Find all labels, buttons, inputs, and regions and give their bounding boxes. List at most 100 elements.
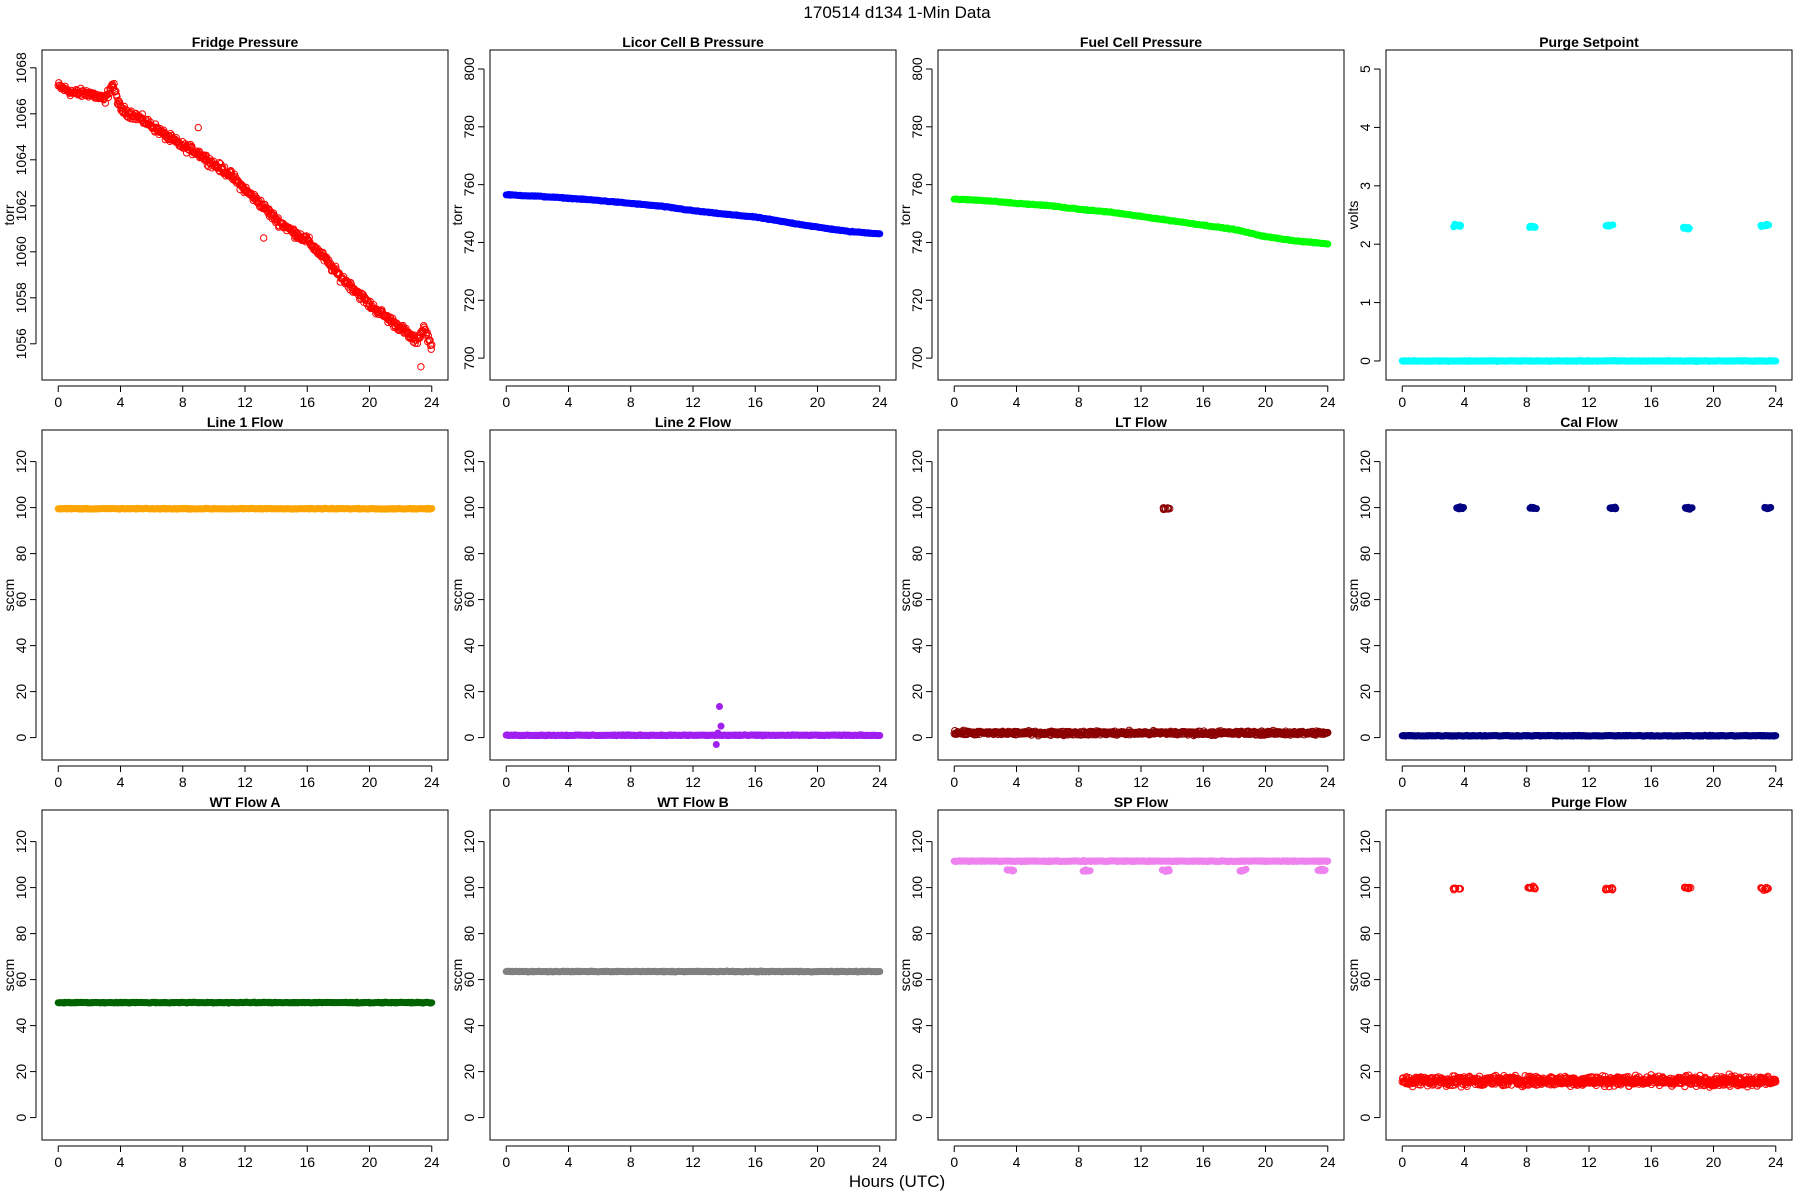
x-tick-label: 0 — [502, 1154, 510, 1170]
y-tick-label: 120 — [13, 450, 29, 474]
y-tick-label: 20 — [13, 1064, 29, 1080]
data-point — [1606, 222, 1614, 230]
x-tick-label: 8 — [179, 774, 187, 790]
data-points — [54, 504, 436, 513]
y-tick-label: 80 — [909, 926, 925, 942]
y-tick-label: 100 — [1357, 496, 1373, 520]
x-tick-label: 8 — [1075, 774, 1083, 790]
data-points — [54, 79, 436, 371]
data-point — [428, 999, 436, 1007]
y-tick-label: 80 — [13, 926, 29, 942]
figure-xlabel: Hours (UTC) — [849, 1172, 945, 1191]
data-point — [104, 93, 113, 102]
data-point — [715, 702, 723, 710]
x-tick-label: 4 — [1013, 1154, 1021, 1170]
data-point — [194, 123, 203, 132]
x-tick-label: 24 — [1320, 1154, 1336, 1170]
x-tick-label: 0 — [1398, 774, 1406, 790]
panel-title: SP Flow — [1114, 794, 1168, 810]
data-points — [1398, 220, 1780, 365]
y-tick-label: 20 — [909, 1064, 925, 1080]
y-tick-label: 80 — [13, 546, 29, 562]
y-tick-label: 780 — [461, 115, 477, 139]
y-tick-label: 40 — [461, 1018, 477, 1034]
x-tick-label: 0 — [950, 1154, 958, 1170]
x-tick-label: 24 — [424, 1154, 440, 1170]
x-tick-label: 0 — [54, 394, 62, 410]
y-tick-label: 40 — [13, 1018, 29, 1034]
data-point — [426, 336, 434, 344]
y-axis-label: sccm — [897, 579, 913, 612]
data-point — [1761, 503, 1769, 511]
x-tick-label: 8 — [1075, 394, 1083, 410]
x-tick-label: 24 — [1768, 394, 1784, 410]
data-point — [712, 740, 720, 748]
y-tick-label: 1058 — [13, 282, 29, 313]
x-tick-label: 24 — [424, 774, 440, 790]
x-tick-label: 20 — [362, 394, 378, 410]
x-tick-label: 4 — [1461, 394, 1469, 410]
x-tick-label: 8 — [627, 774, 635, 790]
y-axis-label: sccm — [449, 959, 465, 992]
y-tick-label: 3 — [1357, 182, 1373, 190]
data-point — [1762, 222, 1770, 230]
data-point — [1456, 221, 1464, 229]
y-tick-label: 40 — [909, 1018, 925, 1034]
x-tick-label: 20 — [1258, 394, 1274, 410]
data-point — [305, 233, 313, 241]
data-point — [714, 729, 722, 737]
data-point — [1460, 503, 1468, 511]
data-point — [1527, 504, 1535, 512]
x-tick-label: 12 — [685, 1154, 701, 1170]
data-points — [502, 967, 884, 976]
x-tick-label: 0 — [502, 774, 510, 790]
y-tick-label: 800 — [461, 57, 477, 81]
panel-title: Fridge Pressure — [192, 34, 299, 50]
data-point — [717, 722, 725, 730]
y-tick-label: 5 — [1357, 65, 1373, 73]
plot-frame — [41, 49, 449, 381]
data-point — [1772, 357, 1780, 365]
y-tick-label: 1062 — [13, 190, 29, 221]
y-tick-label: 120 — [461, 450, 477, 474]
x-tick-label: 16 — [299, 394, 315, 410]
x-tick-label: 8 — [1523, 774, 1531, 790]
data-point — [1680, 224, 1688, 232]
plot-frame — [937, 49, 1345, 381]
data-point — [260, 234, 268, 242]
panel-title: Licor Cell B Pressure — [622, 34, 764, 50]
y-tick-label: 120 — [13, 830, 29, 854]
data-point — [424, 332, 432, 340]
y-tick-label: 0 — [909, 733, 925, 741]
y-tick-label: 100 — [13, 496, 29, 520]
x-tick-label: 4 — [1013, 774, 1021, 790]
panel-title: Fuel Cell Pressure — [1080, 34, 1202, 50]
data-point — [417, 363, 425, 371]
data-point — [428, 341, 436, 349]
data-points — [950, 195, 1332, 248]
x-tick-label: 4 — [565, 774, 573, 790]
y-tick-label: 1056 — [13, 328, 29, 359]
y-tick-label: 20 — [461, 1064, 477, 1080]
y-tick-label: 0 — [13, 733, 29, 741]
x-tick-label: 20 — [1706, 774, 1722, 790]
y-tick-label: 1060 — [13, 236, 29, 267]
y-tick-label: 0 — [13, 1113, 29, 1121]
data-point — [1324, 240, 1332, 248]
figure-title: 170514 d134 1-Min Data — [803, 3, 991, 22]
x-tick-label: 8 — [179, 1154, 187, 1170]
y-tick-label: 2 — [1357, 240, 1373, 248]
x-tick-label: 8 — [1075, 1154, 1083, 1170]
data-point — [413, 339, 422, 348]
x-tick-label: 0 — [502, 394, 510, 410]
data-point — [428, 504, 436, 512]
x-tick-label: 16 — [747, 774, 763, 790]
y-tick-label: 100 — [13, 876, 29, 900]
x-tick-label: 16 — [299, 774, 315, 790]
y-tick-label: 20 — [1357, 684, 1373, 700]
